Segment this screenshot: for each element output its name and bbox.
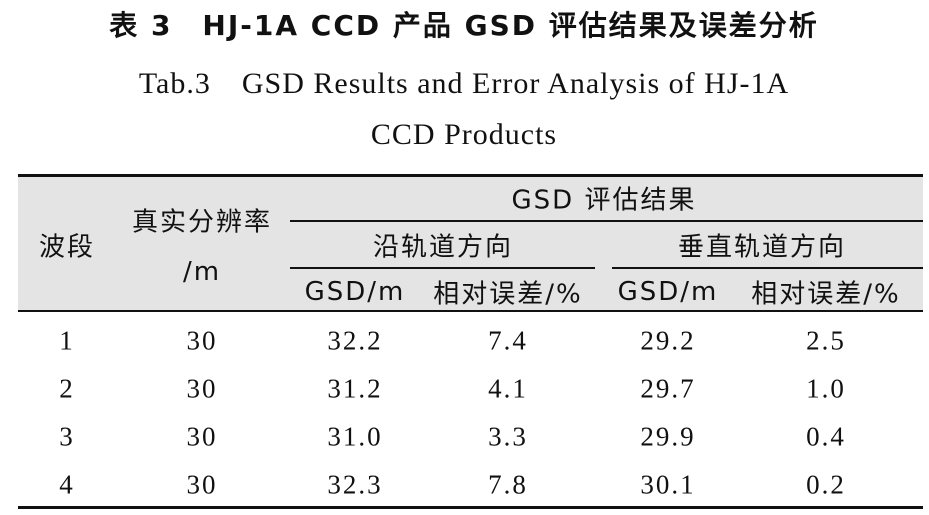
table-cell: 7.4: [488, 325, 528, 356]
table-cell: 4: [59, 469, 75, 500]
table-cell: 31.2: [327, 373, 383, 404]
header-background: [18, 176, 923, 310]
table-cell: 29.2: [640, 325, 696, 356]
column-header: 波段: [38, 232, 96, 263]
table-cell: 32.3: [327, 469, 383, 500]
table-cell: 0.2: [806, 469, 846, 500]
column-header: 相对误差/%: [433, 279, 583, 310]
column-header: GSD/m: [304, 277, 406, 307]
table-cell: 3: [59, 421, 75, 452]
table-cell: 4.1: [488, 373, 528, 404]
group-header: GSD 评估结果: [511, 185, 697, 216]
table-cell: 30: [186, 421, 218, 452]
table-cell: 3.3: [488, 421, 528, 452]
subgroup-rule: [290, 267, 595, 269]
top-rule: [18, 174, 923, 177]
table-cell: 32.2: [327, 325, 383, 356]
title-cn: 表 3 HJ-1A CCD 产品 GSD 评估结果及误差分析: [109, 9, 819, 42]
table-cell: 0.4: [806, 421, 846, 452]
subgroup-header: 沿轨道方向: [372, 232, 514, 263]
column-header: 相对误差/%: [751, 279, 901, 310]
table-cell: 30: [186, 373, 218, 404]
column-header: /m: [182, 257, 222, 287]
table-cell: 2.5: [806, 325, 846, 356]
table-cell: 1.0: [806, 373, 846, 404]
table-cell: 29.7: [640, 373, 696, 404]
column-header: GSD/m: [617, 277, 719, 307]
table-cell: 30: [186, 325, 218, 356]
bottom-rule: [18, 506, 923, 509]
table-cell: 29.9: [640, 421, 696, 452]
group-rule: [290, 220, 923, 222]
header-rule: [18, 310, 923, 312]
table-cell: 7.8: [488, 469, 528, 500]
table-cell: 2: [59, 373, 75, 404]
table-cell: 31.0: [327, 421, 383, 452]
title-en: Tab.3 GSD Results and Error Analysis of …: [138, 67, 790, 100]
column-header: 真实分辨率: [131, 207, 273, 238]
subgroup-rule: [612, 267, 923, 269]
subgroup-header: 垂直轨道方向: [677, 232, 847, 263]
table-cell: 1: [59, 325, 75, 356]
table-cell: 30: [186, 469, 218, 500]
table-cell: 30.1: [640, 469, 696, 500]
title-en: CCD Products: [370, 118, 558, 151]
